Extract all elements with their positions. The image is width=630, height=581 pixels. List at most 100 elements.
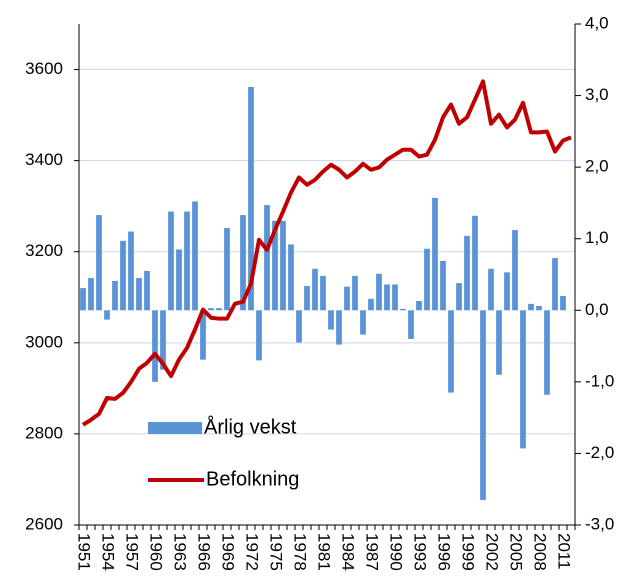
bar (320, 275, 326, 311)
y2-tick-label: 2,0 (585, 157, 609, 176)
x-tick-label: 1984 (339, 533, 358, 571)
legend-label: Årlig vekst (204, 415, 297, 438)
bar (136, 278, 142, 311)
bar (272, 220, 278, 311)
bar (88, 278, 94, 311)
bar (256, 310, 262, 361)
bar (376, 273, 382, 311)
bar (240, 215, 246, 311)
bar (456, 283, 462, 311)
bar (328, 310, 334, 330)
y-tick-label: 2600 (25, 514, 63, 533)
bar (184, 211, 190, 311)
bar (552, 258, 558, 311)
x-tick-label: 1981 (315, 533, 334, 571)
x-tick-label: 1996 (435, 533, 454, 571)
bar (104, 310, 110, 320)
bar (512, 230, 518, 311)
bar (528, 303, 534, 311)
bar (344, 286, 350, 311)
y2-tick-label: -1,0 (585, 371, 614, 390)
x-tick-label: 1966 (195, 533, 214, 571)
bar (152, 310, 158, 382)
x-tick-label: 1999 (459, 533, 478, 571)
x-tick-label: 1987 (363, 533, 382, 571)
legend-label: Befolkning (206, 468, 299, 490)
bar (208, 308, 214, 311)
y-tick-label: 3000 (25, 332, 63, 351)
x-tick-label: 1954 (99, 533, 118, 571)
bar (352, 275, 358, 311)
x-tick-label: 1969 (219, 533, 238, 571)
line (81, 79, 572, 427)
bar (280, 220, 286, 311)
bar (80, 288, 86, 311)
y-tick-label: 3400 (25, 150, 63, 169)
bar (400, 308, 406, 311)
bar (488, 268, 494, 311)
y-tick-label: 2800 (25, 423, 63, 442)
bar (448, 310, 454, 393)
y-tick-label: 3200 (25, 241, 63, 260)
x-tick-label: 1960 (147, 533, 166, 571)
bar (144, 270, 150, 311)
y2-tick-label: 1,0 (585, 228, 609, 247)
bar (200, 310, 206, 360)
bar (424, 248, 430, 311)
bar (120, 240, 126, 311)
bar (504, 272, 510, 311)
x-tick-label: 1978 (291, 533, 310, 571)
bar (96, 215, 102, 311)
bar (560, 295, 566, 311)
bar (312, 268, 318, 311)
x-tick-label: 1963 (171, 533, 190, 571)
x-tick-label: 1957 (123, 533, 142, 571)
x-tick-label: 2002 (483, 533, 502, 571)
y2-tick-label: 0,0 (585, 300, 609, 319)
bar (536, 305, 542, 311)
bar (472, 215, 478, 311)
bar (544, 310, 550, 395)
bar (368, 298, 374, 311)
bar (264, 205, 270, 311)
bar (392, 284, 398, 311)
x-tick-label: 1990 (387, 533, 406, 571)
x-tick-label: 1972 (243, 533, 262, 571)
bar (248, 86, 254, 311)
y2-tick-label: 3,0 (585, 85, 609, 104)
bar (304, 285, 310, 311)
x-tick-label: 2005 (507, 533, 526, 571)
bar (192, 201, 198, 311)
bar (416, 300, 422, 311)
bar (408, 310, 414, 339)
y2-tick-label: -2,0 (585, 443, 614, 462)
y2-tick-label: 4,0 (585, 13, 609, 32)
bar (336, 310, 342, 345)
bar (440, 260, 446, 311)
bar (296, 310, 302, 343)
bar (496, 310, 502, 375)
x-tick-label: 1975 (267, 533, 286, 571)
bar (464, 235, 470, 311)
bar (128, 231, 134, 311)
bar (176, 249, 182, 311)
y-tick-label: 3600 (25, 59, 63, 78)
x-tick-label: 2008 (531, 533, 550, 571)
bar (168, 211, 174, 311)
bar (384, 284, 390, 311)
bar (432, 197, 438, 311)
bar (480, 310, 486, 500)
y2-tick-label: -3,0 (585, 514, 614, 533)
legend-swatch (148, 422, 202, 434)
bar (160, 310, 166, 370)
bar (520, 310, 526, 449)
x-tick-label: 1993 (411, 533, 430, 571)
bar (112, 280, 118, 311)
bar (360, 310, 366, 335)
x-tick-label: 1951 (75, 533, 94, 571)
bar (288, 244, 294, 311)
x-tick-label: 2011 (555, 533, 574, 570)
bar (224, 227, 230, 311)
